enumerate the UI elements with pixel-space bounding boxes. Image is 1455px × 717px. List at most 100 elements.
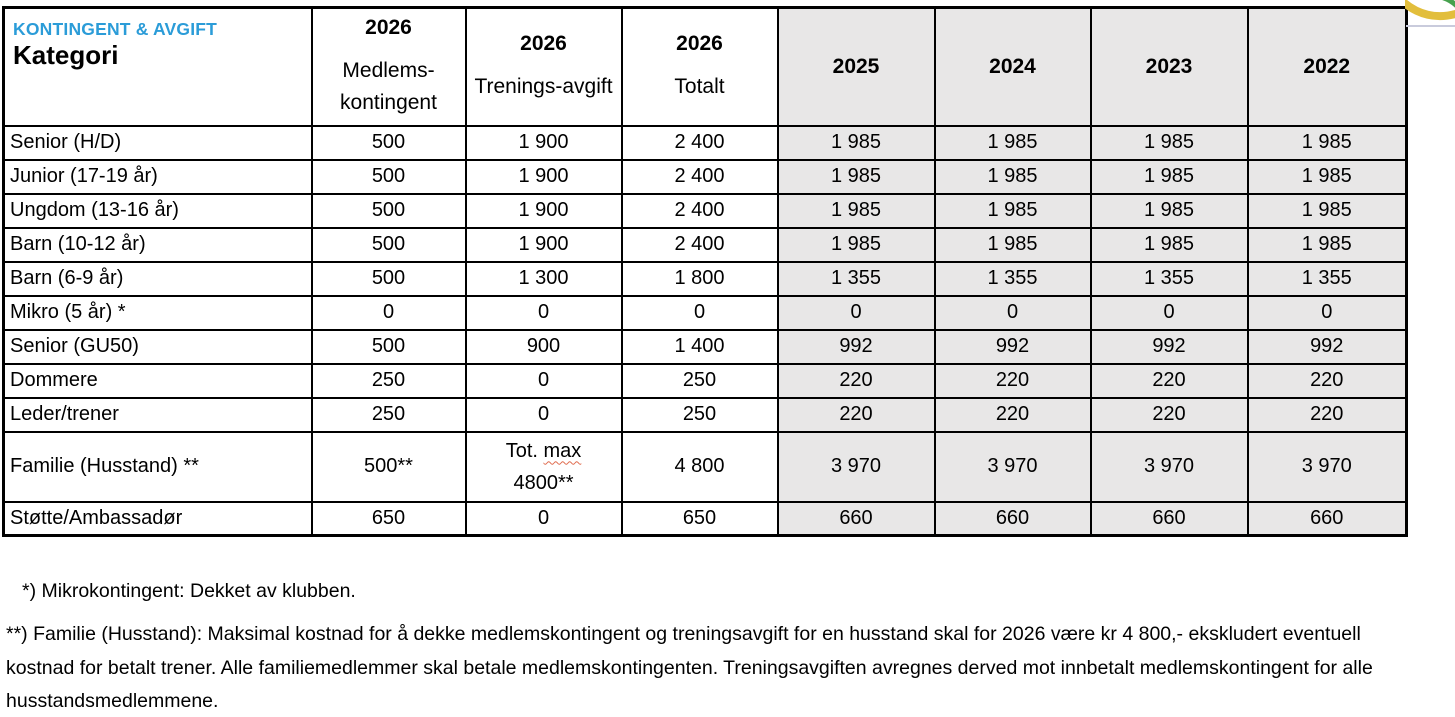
value-cell: 220 xyxy=(1089,362,1249,399)
column-header-medlemskontingent: 2026 Medlems- kontingent xyxy=(310,6,467,127)
table-row: Junior (17-19 år) 500 1 900 2 400 1 985 1 985… xyxy=(2,158,1408,195)
value-cell: 1 985 xyxy=(776,124,936,161)
column-year: 2026 xyxy=(365,15,412,39)
value-cell: 0 xyxy=(464,500,623,537)
value-cell: 0 xyxy=(1246,294,1408,331)
value-cell: 1 900 xyxy=(464,124,623,161)
value-cell: 220 xyxy=(776,362,936,399)
value-cell: 1 800 xyxy=(620,260,779,297)
logo-underline xyxy=(1406,25,1455,27)
table-row: Senior (H/D) 500 1 900 2 400 1 985 1 985 1 985… xyxy=(2,124,1408,161)
value-cell: 0 xyxy=(933,294,1092,331)
value-cell: 900 xyxy=(464,328,623,365)
table-row: Barn (10-12 år) 500 1 900 2 400 1 985 1 985 1 … xyxy=(2,226,1408,263)
value-cell: 660 xyxy=(1089,500,1249,537)
value-cell: 1 985 xyxy=(1089,124,1249,161)
value-cell: 992 xyxy=(933,328,1092,365)
value-cell: 1 985 xyxy=(1089,158,1249,195)
value-cell: 250 xyxy=(310,362,467,399)
column-sub: Medlems- xyxy=(342,58,435,82)
category-cell: Familie (Husstand) ** xyxy=(2,430,313,503)
column-header-totalt: 2026 Totalt xyxy=(620,6,779,127)
table-row: Støtte/Ambassadør 650 0 650 660 660 660 660 xyxy=(2,500,1408,537)
value-cell: 500 xyxy=(310,328,467,365)
fees-table: KONTINGENT & AVGIFT Kategori 2026 Medlem… xyxy=(2,6,1408,537)
value-cell: 660 xyxy=(1246,500,1408,537)
value-cell: 500 xyxy=(310,124,467,161)
value-cell: 1 985 xyxy=(933,226,1092,263)
value-cell: 250 xyxy=(620,362,779,399)
value-cell: 992 xyxy=(1246,328,1408,365)
column-year: 2023 xyxy=(1145,54,1193,78)
header-row: KONTINGENT & AVGIFT Kategori 2026 Medlem… xyxy=(2,6,1408,127)
value-cell: 250 xyxy=(310,396,467,433)
category-cell: Barn (10-12 år) xyxy=(2,226,313,263)
value-cell: 2 400 xyxy=(620,226,779,263)
category-cell: Junior (17-19 år) xyxy=(2,158,313,195)
table-row: Leder/trener 250 0 250 220 220 220 220 xyxy=(2,396,1408,433)
category-cell: Mikro (5 år) * xyxy=(2,294,313,331)
category-cell: Barn (6-9 år) xyxy=(2,260,313,297)
value-cell: 1 900 xyxy=(464,226,623,263)
value-cell: 1 985 xyxy=(776,192,936,229)
value-cell: 1 400 xyxy=(620,328,779,365)
logo-yellow-arc xyxy=(1405,0,1455,21)
value-cell: 660 xyxy=(933,500,1092,537)
column-year: 2022 xyxy=(1303,54,1351,78)
footnote-familie-line: **) Familie (Husstand): Maksimal kostnad… xyxy=(6,623,1361,645)
category-cell: Ungdom (13-16 år) xyxy=(2,192,313,229)
value-cell: 4 800 xyxy=(620,430,779,503)
value-cell: 500 xyxy=(310,158,467,195)
category-cell: Senior (H/D) xyxy=(2,124,313,161)
value-cell: 1 985 xyxy=(1246,192,1408,229)
value-cell: 1 985 xyxy=(1246,226,1408,263)
column-year: 2025 xyxy=(832,54,880,78)
table-row: Familie (Husstand) ** 500** Tot. max 4800**… xyxy=(2,430,1408,503)
table-row: Senior (GU50) 500 900 1 400 992 992 992 992 xyxy=(2,328,1408,365)
value-cell: 650 xyxy=(620,500,779,537)
value-cell: 220 xyxy=(1246,362,1408,399)
value-cell: 1 355 xyxy=(933,260,1092,297)
column-sub: Totalt xyxy=(674,74,725,98)
value-cell: 3 970 xyxy=(776,430,936,503)
value-cell: 220 xyxy=(1089,396,1249,433)
column-header-2025: 2025 xyxy=(776,6,936,127)
value-cell: 3 970 xyxy=(933,430,1092,503)
value-cell: 500 xyxy=(310,226,467,263)
totmax-text: Tot. xyxy=(505,439,544,462)
value-cell: 0 xyxy=(310,294,467,331)
value-cell: 992 xyxy=(776,328,936,365)
column-header-treningsavgift: 2026 Trenings-avgift xyxy=(464,6,623,127)
category-header-label: Kategori xyxy=(13,40,119,70)
value-cell: 0 xyxy=(1089,294,1249,331)
value-cell: 1 355 xyxy=(1246,260,1408,297)
category-cell: Leder/trener xyxy=(2,396,313,433)
logo-green-arc xyxy=(1442,0,1455,8)
footnote-mikro: *) Mikrokontingent: Dekket av klubben. xyxy=(22,580,356,602)
value-cell: 2 400 xyxy=(620,124,779,161)
totmax-line2: 4800** xyxy=(513,471,574,494)
value-cell: 500 xyxy=(310,260,467,297)
value-cell: 1 985 xyxy=(933,192,1092,229)
value-cell: 1 900 xyxy=(464,158,623,195)
column-header-2023: 2023 xyxy=(1089,6,1249,127)
footnote-familie: **) Familie (Husstand): Maksimal kostnad… xyxy=(6,618,1373,717)
category-header-cell: KONTINGENT & AVGIFT Kategori xyxy=(2,6,313,127)
value-cell: 500** xyxy=(310,430,467,503)
column-header-2022: 2022 xyxy=(1246,6,1408,127)
value-cell: 220 xyxy=(1246,396,1408,433)
value-cell: 500 xyxy=(310,192,467,229)
value-cell: 650 xyxy=(310,500,467,537)
column-sub: kontingent xyxy=(340,90,437,114)
column-sub: Trenings-avgift xyxy=(474,74,613,98)
value-cell: 1 355 xyxy=(776,260,936,297)
value-cell: 250 xyxy=(620,396,779,433)
value-cell: 1 985 xyxy=(1246,124,1408,161)
column-year: 2024 xyxy=(989,54,1036,78)
value-cell: 1 985 xyxy=(1246,158,1408,195)
value-cell: 220 xyxy=(933,362,1092,399)
value-cell: 1 985 xyxy=(776,226,936,263)
table-row: Ungdom (13-16 år) 500 1 900 2 400 1 985 1 985… xyxy=(2,192,1408,229)
value-cell: 0 xyxy=(464,294,623,331)
